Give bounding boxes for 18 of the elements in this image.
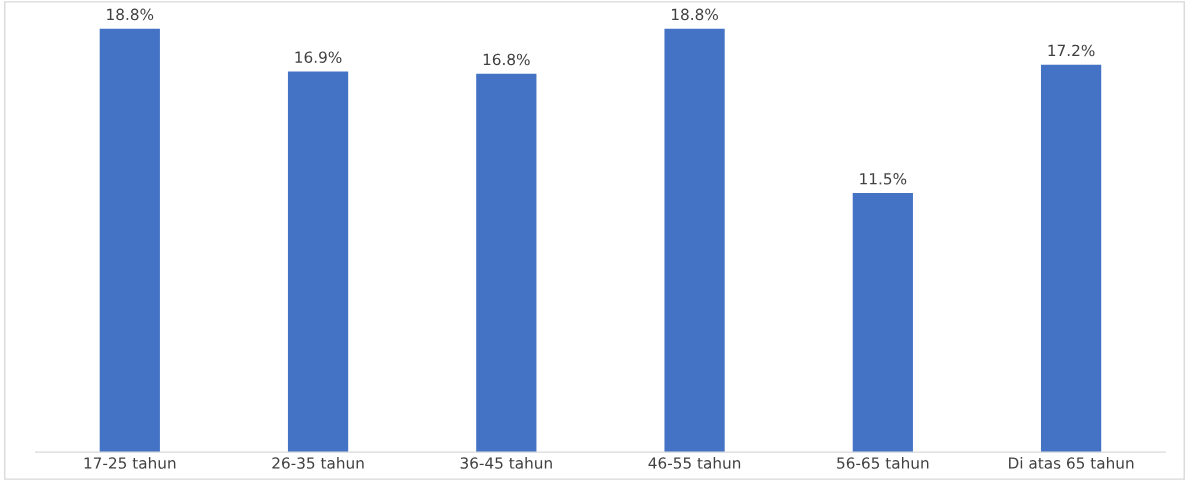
bar: [852, 193, 913, 453]
bar: [664, 28, 725, 453]
data-label: 16.9%: [295, 51, 342, 63]
bar: [287, 71, 349, 453]
x-tick-label: 46-55 tahun: [648, 457, 741, 469]
data-label: 18.8%: [671, 8, 718, 21]
x-tick-label: 17-25 tahun: [84, 457, 176, 469]
x-tick-label: 26-35 tahun: [272, 457, 364, 469]
bar: [99, 28, 160, 453]
bar: [476, 73, 537, 453]
x-tick-label: Di atas 65 tahun: [1009, 457, 1134, 469]
data-label: 11.5%: [860, 173, 907, 185]
data-label: 16.8%: [483, 53, 530, 66]
x-tick-label: 56-65 tahun: [837, 457, 929, 469]
data-label: 18.8%: [107, 8, 154, 21]
x-tick-label: 36-45 tahun: [460, 457, 552, 469]
bar: [1040, 64, 1102, 453]
data-label: 17.2%: [1048, 44, 1095, 57]
